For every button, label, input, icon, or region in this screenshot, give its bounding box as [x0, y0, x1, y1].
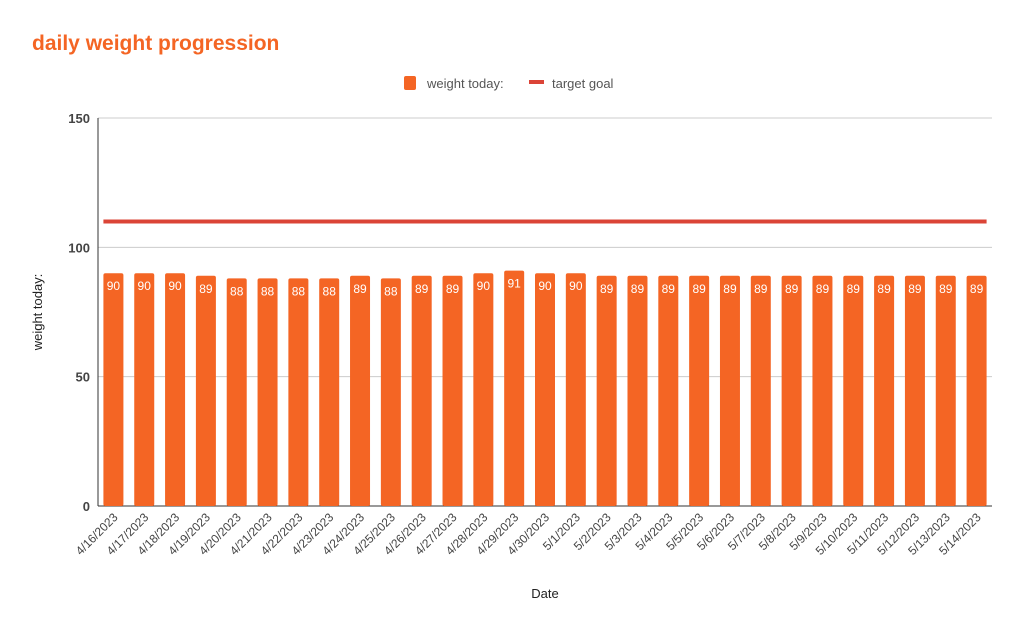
bar-data-label: 89: [939, 282, 953, 296]
bar: [103, 273, 124, 506]
bar-data-label: 89: [754, 282, 768, 296]
bar-data-label: 89: [723, 282, 737, 296]
bar-data-label: 89: [353, 282, 367, 296]
bar: [288, 278, 309, 506]
bar-data-label: 88: [261, 284, 275, 298]
bar: [380, 278, 401, 506]
bar-data-label: 89: [816, 282, 830, 296]
bar: [719, 275, 740, 506]
bar: [226, 278, 247, 506]
y-tick-label: 150: [68, 111, 90, 126]
bar: [750, 275, 771, 506]
y-axis-label: weight today:: [30, 274, 45, 352]
bar: [350, 275, 371, 506]
legend-label-weight: weight today:: [426, 76, 504, 91]
bar-data-label: 88: [230, 284, 244, 298]
bar-data-label: 88: [292, 284, 306, 298]
bar: [134, 273, 155, 506]
bars: 90 90 90 89 88 88 88 88 89 88 89 89 90 91 90 90 89 89 89 89…: [103, 270, 987, 506]
bar: [812, 275, 833, 506]
bar-data-label: 90: [168, 279, 182, 293]
bar: [319, 278, 340, 506]
chart-title: daily weight progression: [32, 32, 279, 55]
bar-data-label: 89: [631, 282, 645, 296]
legend-label-target: target goal: [552, 76, 614, 91]
bar-data-label: 88: [323, 284, 337, 298]
legend-swatch-target: [529, 80, 544, 84]
bar: [843, 275, 864, 506]
bar-data-label: 89: [600, 282, 614, 296]
x-axis-label: Date: [531, 586, 558, 601]
bar: [565, 273, 586, 506]
bar: [195, 275, 216, 506]
bar-data-label: 90: [477, 279, 491, 293]
y-axis-ticks: 0 50 100 150: [68, 111, 90, 514]
bar: [442, 275, 463, 506]
bar-data-label: 89: [877, 282, 891, 296]
bar: [658, 275, 679, 506]
bar: [781, 275, 802, 506]
bar: [966, 275, 987, 506]
bar-data-label: 90: [138, 279, 152, 293]
bar-data-label: 89: [970, 282, 984, 296]
bar: [874, 275, 895, 506]
x-axis-ticks: 4/16/20234/17/20234/18/20234/19/20234/20…: [73, 510, 984, 558]
bar: [935, 275, 956, 506]
bar-data-label: 89: [415, 282, 429, 296]
bar: [504, 270, 525, 506]
bar-data-label: 89: [692, 282, 706, 296]
bar: [473, 273, 494, 506]
bar-data-label: 89: [199, 282, 213, 296]
bar-data-label: 89: [662, 282, 676, 296]
bar: [627, 275, 648, 506]
bar: [257, 278, 278, 506]
bar-data-label: 89: [785, 282, 799, 296]
bar-data-label: 88: [384, 284, 398, 298]
y-tick-label: 100: [68, 240, 90, 255]
y-tick-label: 0: [83, 499, 90, 514]
bar-data-label: 90: [538, 279, 552, 293]
bar: [165, 273, 186, 506]
legend-swatch-weight: [404, 76, 416, 90]
bar-data-label: 89: [847, 282, 861, 296]
legend: weight today: target goal: [404, 76, 614, 91]
bar-data-label: 89: [446, 282, 460, 296]
bar: [904, 275, 925, 506]
bar: [535, 273, 555, 506]
bar: [596, 275, 617, 506]
bar-data-label: 91: [507, 277, 521, 291]
y-tick-label: 50: [76, 370, 90, 385]
bar-data-label: 90: [107, 279, 121, 293]
bar: [411, 275, 432, 506]
bar-data-label: 90: [569, 279, 583, 293]
bar-data-label: 89: [908, 282, 922, 296]
bar: [689, 275, 710, 506]
